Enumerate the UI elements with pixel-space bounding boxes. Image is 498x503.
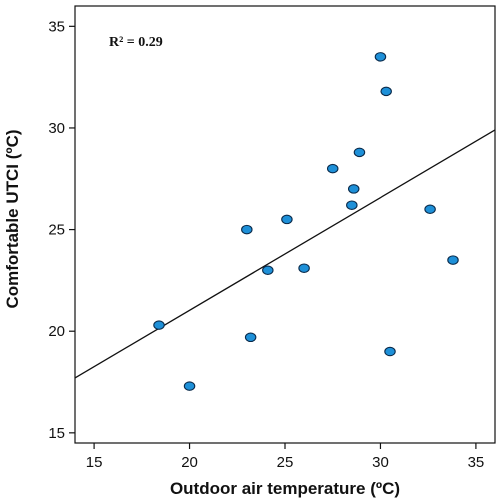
data-point [374, 52, 387, 62]
x-tick-label: 30 [372, 454, 389, 471]
x-axis-title: Outdoor air temperature (ºC) [170, 479, 400, 498]
data-point [347, 184, 360, 194]
data-point [447, 255, 459, 265]
data-point [244, 332, 257, 343]
x-tick-label: 15 [86, 454, 103, 471]
r-squared-annotation: R² = 0.29 [109, 35, 163, 50]
data-point [326, 163, 339, 174]
x-axis-ticks: 15 20 25 30 35 [86, 443, 485, 471]
data-point [424, 204, 436, 215]
y-axis-ticks: 15 20 25 30 35 [48, 18, 75, 442]
data-point [153, 320, 165, 330]
regression-line [74, 129, 496, 379]
x-tick-label: 25 [277, 454, 294, 471]
data-point [384, 346, 396, 357]
x-tick-label: 35 [468, 454, 485, 471]
y-tick-label: 25 [48, 222, 65, 239]
data-points [153, 52, 459, 391]
y-tick-label: 20 [48, 323, 65, 340]
x-tick-label: 20 [181, 454, 198, 471]
data-point [241, 224, 253, 235]
data-point [380, 86, 392, 97]
y-tick-label: 30 [48, 120, 65, 137]
data-point [281, 214, 293, 225]
plot-frame [74, 5, 496, 444]
y-axis-title: Comfortable UTCI (ºC) [3, 129, 22, 308]
data-point [298, 263, 310, 273]
y-tick-label: 15 [48, 425, 65, 442]
data-point [346, 200, 358, 210]
data-point [183, 381, 196, 391]
y-tick-label: 35 [48, 18, 65, 35]
data-point [353, 147, 366, 158]
data-point [262, 265, 274, 275]
